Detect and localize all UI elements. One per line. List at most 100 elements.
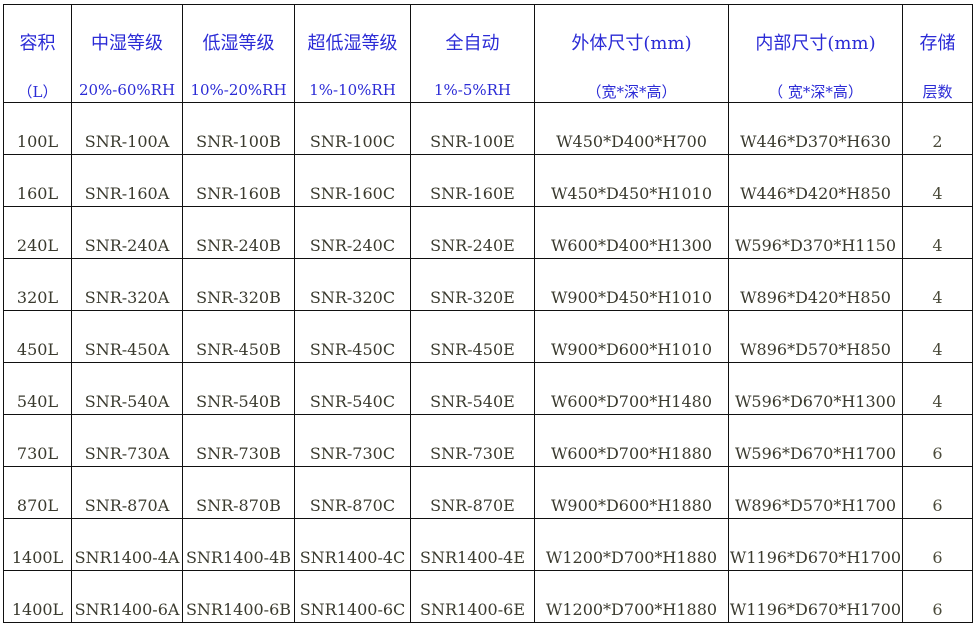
cell-ultra-low-humidity: SNR-450C [294, 310, 411, 363]
cell-internal-dimensions: W596*D370*H1150 [728, 206, 903, 259]
cell-mid-humidity: SNR-320A [71, 258, 183, 311]
cell-low-humidity: SNR-240B [182, 206, 295, 259]
cell-internal-dimensions: W1196*D670*H1700 [728, 570, 903, 623]
cell-external-dimensions: W900*D600*H1010 [534, 310, 729, 363]
cell-ultra-low-humidity: SNR-240C [294, 206, 411, 259]
cell-ultra-low-humidity: SNR-160C [294, 154, 411, 207]
cell-mid-humidity: SNR-540A [71, 362, 183, 415]
header-ultra-low-humidity: 超低湿等级 1%-10%RH [294, 4, 411, 103]
cell-fully-automatic: SNR1400-6E [410, 570, 535, 623]
cell-internal-dimensions: W446*D370*H630 [728, 102, 903, 155]
cell-storage-layers: 4 [902, 258, 973, 311]
cell-internal-dimensions: W896*D570*H1700 [728, 466, 903, 519]
cell-fully-automatic: SNR-160E [410, 154, 535, 207]
cell-storage-layers: 4 [902, 206, 973, 259]
header-ultra-low-humidity-title: 超低湿等级 [307, 33, 398, 54]
header-external-dimensions-title: 外体尺寸(mm) [571, 33, 692, 54]
cell-mid-humidity: SNR-160A [71, 154, 183, 207]
cell-mid-humidity: SNR-870A [71, 466, 183, 519]
cell-external-dimensions: W900*D600*H1880 [534, 466, 729, 519]
cell-storage-layers: 4 [902, 310, 973, 363]
cell-storage-layers: 6 [902, 466, 973, 519]
cell-ultra-low-humidity: SNR-320C [294, 258, 411, 311]
cell-ultra-low-humidity: SNR-540C [294, 362, 411, 415]
header-internal-dimensions-title: 内部尺寸(mm) [755, 33, 876, 54]
cell-external-dimensions: W600*D700*H1880 [534, 414, 729, 467]
cell-internal-dimensions: W446*D420*H850 [728, 154, 903, 207]
cell-capacity: 870L [3, 466, 72, 519]
table-row: 540L SNR-540A SNR-540B SNR-540C SNR-540E W600… [3, 362, 973, 415]
cell-capacity: 1400L [3, 570, 72, 623]
table-row: 320L SNR-320A SNR-320B SNR-320C SNR-320E W900… [3, 258, 973, 311]
header-low-humidity-title: 低湿等级 [202, 33, 275, 54]
cell-internal-dimensions: W1196*D670*H1700 [728, 518, 903, 571]
header-mid-humidity-title: 中湿等级 [91, 33, 163, 54]
cell-external-dimensions: W600*D700*H1480 [534, 362, 729, 415]
cell-storage-layers: 4 [902, 154, 973, 207]
cell-fully-automatic: SNR-540E [410, 362, 535, 415]
product-spec-table: 容积 （L） 中湿等级 20%-60%RH 低湿等级 10%-20%RH 超低湿等级 1%-1… [3, 4, 973, 623]
cell-fully-automatic: SNR-870E [410, 466, 535, 519]
cell-internal-dimensions: W896*D420*H850 [728, 258, 903, 311]
cell-low-humidity: SNR-870B [182, 466, 295, 519]
cell-external-dimensions: W600*D400*H1300 [534, 206, 729, 259]
cell-fully-automatic: SNR-320E [410, 258, 535, 311]
cell-storage-layers: 6 [902, 518, 973, 571]
header-low-humidity: 低湿等级 10%-20%RH [182, 4, 295, 103]
cell-storage-layers: 6 [902, 414, 973, 467]
cell-capacity: 1400L [3, 518, 72, 571]
cell-external-dimensions: W1200*D700*H1880 [534, 570, 729, 623]
cell-mid-humidity: SNR-240A [71, 206, 183, 259]
cell-capacity: 320L [3, 258, 72, 311]
cell-ultra-low-humidity: SNR1400-6C [294, 570, 411, 623]
cell-fully-automatic: SNR1400-4E [410, 518, 535, 571]
cell-capacity: 160L [3, 154, 72, 207]
cell-low-humidity: SNR-100B [182, 102, 295, 155]
cell-low-humidity: SNR1400-6B [182, 570, 295, 623]
table-row: 1400L SNR1400-6A SNR1400-6B SNR1400-6C SNR14… [3, 570, 973, 623]
cell-low-humidity: SNR1400-4B [182, 518, 295, 571]
cell-external-dimensions: W1200*D700*H1880 [534, 518, 729, 571]
header-low-humidity-subtitle: 10%-20%RH [190, 81, 287, 99]
cell-capacity: 540L [3, 362, 72, 415]
cell-storage-layers: 6 [902, 570, 973, 623]
cell-external-dimensions: W450*D450*H1010 [534, 154, 729, 207]
cell-fully-automatic: SNR-730E [410, 414, 535, 467]
cell-capacity: 240L [3, 206, 72, 259]
header-capacity-title: 容积 [19, 33, 56, 54]
cell-mid-humidity: SNR-730A [71, 414, 183, 467]
header-external-dimensions-subtitle: （宽*深*高） [586, 83, 677, 101]
cell-internal-dimensions: W596*D670*H1300 [728, 362, 903, 415]
cell-external-dimensions: W900*D450*H1010 [534, 258, 729, 311]
cell-low-humidity: SNR-450B [182, 310, 295, 363]
cell-mid-humidity: SNR-100A [71, 102, 183, 155]
cell-mid-humidity: SNR-450A [71, 310, 183, 363]
header-capacity: 容积 （L） [3, 4, 72, 103]
cell-capacity: 450L [3, 310, 72, 363]
cell-low-humidity: SNR-730B [182, 414, 295, 467]
cell-mid-humidity: SNR1400-6A [71, 570, 183, 623]
header-fully-automatic: 全自动 1%-5%RH [410, 4, 535, 103]
header-internal-dimensions: 内部尺寸(mm) （ 宽*深*高） [728, 4, 903, 103]
table-row: 240L SNR-240A SNR-240B SNR-240C SNR-240E W600… [3, 206, 973, 259]
table-row: 1400L SNR1400-4A SNR1400-4B SNR1400-4C SNR14… [3, 518, 973, 571]
table-row: 450L SNR-450A SNR-450B SNR-450C SNR-450E W900… [3, 310, 973, 363]
header-capacity-subtitle: （L） [17, 83, 58, 101]
header-storage-layers: 存储 层数 [902, 4, 973, 103]
cell-external-dimensions: W450*D400*H700 [534, 102, 729, 155]
table-row: 160L SNR-160A SNR-160B SNR-160C SNR-160E W450… [3, 154, 973, 207]
cell-internal-dimensions: W596*D670*H1700 [728, 414, 903, 467]
cell-low-humidity: SNR-160B [182, 154, 295, 207]
cell-ultra-low-humidity: SNR1400-4C [294, 518, 411, 571]
cell-storage-layers: 4 [902, 362, 973, 415]
cell-storage-layers: 2 [902, 102, 973, 155]
header-row: 容积 （L） 中湿等级 20%-60%RH 低湿等级 10%-20%RH 超低湿等级 1%-1… [3, 4, 973, 103]
cell-fully-automatic: SNR-450E [410, 310, 535, 363]
header-ultra-low-humidity-subtitle: 1%-10%RH [309, 81, 396, 99]
cell-capacity: 730L [3, 414, 72, 467]
cell-ultra-low-humidity: SNR-730C [294, 414, 411, 467]
cell-ultra-low-humidity: SNR-100C [294, 102, 411, 155]
cell-ultra-low-humidity: SNR-870C [294, 466, 411, 519]
cell-capacity: 100L [3, 102, 72, 155]
cell-mid-humidity: SNR1400-4A [71, 518, 183, 571]
